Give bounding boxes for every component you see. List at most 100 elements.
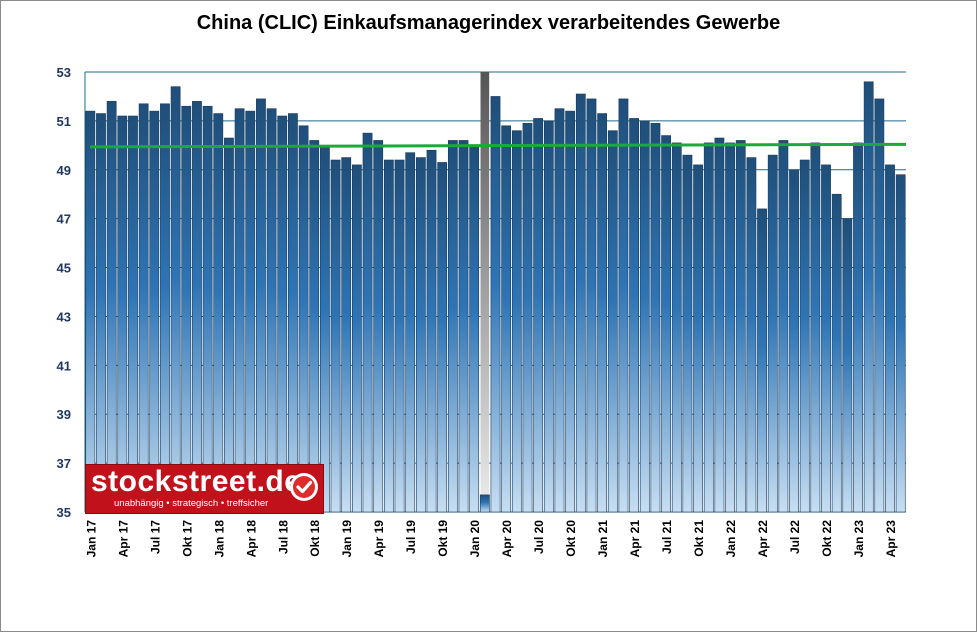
bar (458, 140, 469, 513)
x-tick-label: Jul 21 (660, 520, 674, 554)
x-tick-label: Jan 18 (212, 520, 226, 558)
bar (810, 142, 821, 513)
y-tick-label: 51 (57, 114, 71, 129)
x-tick-label: Apr 18 (244, 520, 258, 558)
x-tick-label: Okt 20 (564, 520, 578, 557)
bar (682, 154, 693, 513)
highlight-column (480, 72, 490, 512)
bar (714, 137, 725, 513)
bar (725, 142, 735, 513)
bar (607, 130, 618, 513)
bar (735, 140, 746, 513)
x-tick-label: Apr 22 (756, 520, 770, 558)
bar (394, 159, 405, 513)
bar (447, 140, 458, 513)
bar (266, 108, 277, 513)
bar (693, 164, 703, 513)
bars (85, 72, 906, 513)
bar (341, 157, 352, 513)
x-tick-label: Jan 22 (724, 520, 738, 558)
bar (202, 105, 213, 513)
x-tick-label: Apr 21 (628, 520, 642, 558)
x-tick-label: Jul 17 (148, 520, 162, 554)
bar (831, 193, 842, 513)
y-tick-label: 49 (57, 163, 71, 178)
reference-line (89, 142, 907, 149)
y-tick-label: 43 (57, 309, 71, 324)
bar (874, 98, 885, 513)
bar (778, 140, 789, 513)
bar (799, 159, 810, 513)
bar (405, 152, 416, 513)
bar (138, 103, 149, 513)
x-axis-tick-labels: Jan 17 Apr 17 Jul 17 Okt 17 Jan 18 Apr 18 Jul … (84, 520, 898, 558)
bar (117, 115, 128, 513)
bar (511, 130, 522, 513)
bar (309, 140, 320, 513)
checkmark-icon (290, 473, 318, 501)
bar (533, 118, 544, 513)
bar (618, 98, 629, 513)
x-tick-label: Okt 17 (180, 520, 194, 557)
bar (224, 137, 234, 513)
bar (671, 142, 682, 513)
y-tick-label: 37 (57, 456, 71, 471)
x-tick-label: Jan 23 (852, 520, 866, 558)
bar (415, 157, 426, 513)
y-tick-label: 53 (57, 65, 71, 80)
bar (160, 103, 170, 513)
x-tick-label: Okt 18 (308, 520, 322, 557)
bar (469, 145, 480, 513)
y-tick-label: 47 (57, 212, 71, 227)
bar (842, 218, 853, 513)
bar (383, 159, 394, 513)
bar (277, 115, 288, 513)
y-axis-tick-labels: 35 37 39 41 43 45 47 49 51 53 (57, 65, 71, 520)
x-tick-label: Jul 19 (404, 520, 418, 554)
bar (821, 164, 831, 513)
bar (565, 110, 576, 513)
bar (661, 135, 671, 513)
bar (703, 142, 714, 513)
x-tick-label: Okt 22 (820, 520, 834, 557)
bar (522, 123, 533, 513)
bar (181, 105, 192, 513)
x-tick-label: Okt 21 (692, 520, 706, 557)
y-tick-label: 45 (57, 261, 71, 276)
bar (490, 96, 501, 513)
bar (501, 125, 512, 513)
x-tick-label: Jul 18 (276, 520, 290, 554)
bar (853, 142, 863, 513)
bar (96, 113, 106, 513)
x-tick-label: Apr 23 (884, 520, 898, 558)
x-tick-label: Jan 19 (340, 520, 354, 558)
x-tick-label: Apr 20 (500, 520, 514, 558)
bar (597, 113, 608, 513)
bar (362, 132, 373, 513)
y-tick-label: 39 (57, 407, 71, 422)
bar (543, 120, 554, 513)
bar (85, 110, 96, 513)
x-tick-label: Jan 17 (84, 520, 98, 558)
x-tick-label: Jul 22 (788, 520, 802, 554)
bar (170, 86, 181, 513)
bar (149, 110, 160, 513)
bar (650, 123, 661, 513)
bar (213, 113, 224, 513)
bar (479, 494, 490, 513)
bar (639, 120, 650, 513)
bar (426, 149, 437, 513)
bar (863, 81, 874, 513)
bar (352, 164, 362, 513)
bar (320, 145, 330, 513)
x-tick-label: Apr 17 (116, 520, 130, 558)
bar (106, 101, 117, 513)
bar (288, 113, 298, 513)
logo-tagline: unabhängig • strategisch • treffsicher (114, 498, 269, 509)
bar (245, 110, 256, 513)
bar (885, 164, 895, 513)
stockstreet-logo: stockstreet.de unabhängig • strategisch … (85, 464, 324, 514)
bar (789, 169, 799, 513)
x-tick-label: Jul 20 (532, 520, 546, 554)
